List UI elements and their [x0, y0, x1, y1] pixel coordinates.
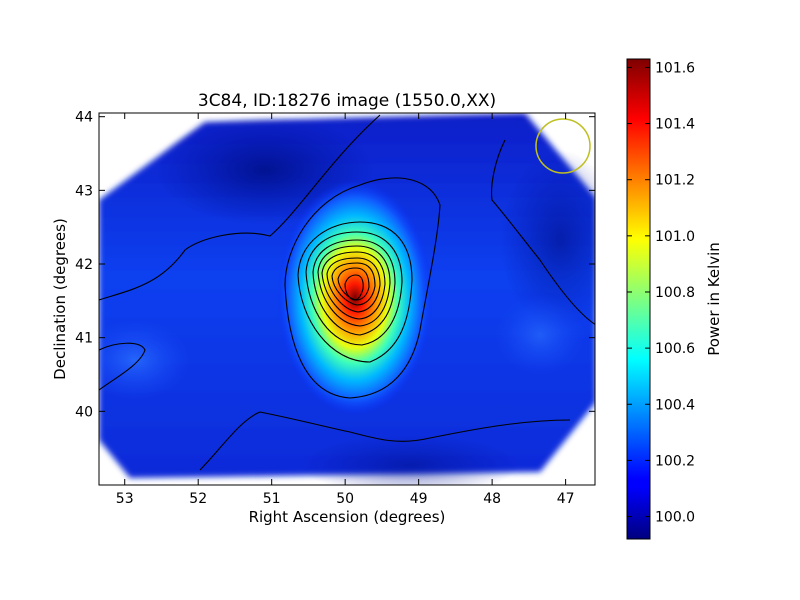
contour-line: [305, 231, 403, 346]
contour-line: [344, 274, 364, 301]
contour-line: [331, 262, 376, 306]
contour-line: [284, 177, 441, 399]
colorbar-tick-label: 100.4: [655, 397, 695, 413]
x-axis-label: Right Ascension (degrees): [249, 508, 446, 526]
colorbar-axis: 100.0 100.2 100.4 100.6 100.8 101.0 101.2 101.4…: [627, 60, 695, 526]
colorbar-tick-label: 101.4: [655, 117, 695, 133]
x-tick-label: 52: [189, 491, 207, 507]
contour-line: [199, 411, 571, 471]
colorbar-tick-label: 101.6: [655, 60, 695, 76]
x-tick-label: 48: [483, 491, 501, 507]
colorbar-label: Power in Kelvin: [705, 242, 723, 356]
x-tick-label: 47: [557, 491, 575, 507]
contour-line: [99, 342, 146, 391]
y-tick-label: 41: [75, 331, 93, 347]
colorbar-tick-label: 100.2: [655, 453, 695, 469]
heatmap-image: [99, 113, 595, 485]
plot-frame: [98, 112, 596, 486]
x-tick-label: 49: [410, 491, 428, 507]
contour-line: [317, 245, 391, 327]
x-tick-label: 53: [116, 491, 134, 507]
colorbar-tick-label: 101.2: [655, 173, 695, 189]
y-tick-label: 43: [75, 183, 93, 199]
contour-line: [326, 257, 381, 313]
colorbar: [626, 58, 651, 540]
y-tick-label: 44: [75, 110, 93, 126]
beam-marker: [535, 118, 591, 174]
source-emission: [277, 180, 433, 416]
y-tick-label: 42: [75, 257, 93, 273]
y-tick-label: 40: [75, 404, 93, 420]
contour-line: [491, 139, 595, 325]
colorbar-tick-label: 100.8: [655, 285, 695, 301]
contour-line: [321, 251, 386, 320]
chart-title: 3C84, ID:18276 image (1550.0,XX): [198, 91, 496, 111]
contour-lines: [99, 114, 595, 471]
contour-line: [99, 114, 381, 301]
x-tick-label: 50: [336, 491, 354, 507]
x-axis: 53 52 51 50 49 48 47: [116, 113, 575, 507]
contour-line: [312, 239, 396, 336]
colorbar-tick-label: 100.0: [655, 510, 695, 526]
colorbar-tick-label: 101.0: [655, 229, 695, 245]
y-axis-label: Declination (degrees): [51, 218, 69, 380]
contour-line: [297, 221, 413, 363]
y-axis: 40 41 42 43 44: [75, 110, 595, 420]
x-tick-label: 51: [263, 491, 281, 507]
colorbar-tick-label: 100.6: [655, 341, 695, 357]
